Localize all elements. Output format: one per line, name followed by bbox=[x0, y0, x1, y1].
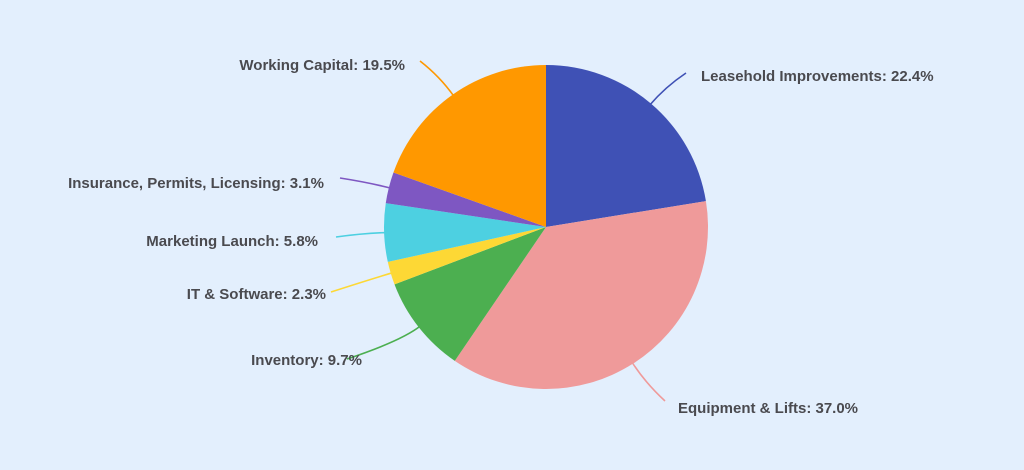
leader-line bbox=[419, 60, 455, 97]
pie-slice-insurance-permits-licensing[interactable] bbox=[385, 172, 546, 227]
label-leasehold-improvements: Leasehold Improvements: 22.4% bbox=[701, 68, 934, 85]
label-it-software: IT & Software: 2.3% bbox=[187, 286, 326, 303]
label-equipment-lifts: Equipment & Lifts: 37.0% bbox=[678, 400, 858, 417]
label-inventory: Inventory: 9.7% bbox=[251, 352, 362, 369]
label-insurance-permits-licensing: Insurance, Permits, Licensing: 3.1% bbox=[68, 175, 324, 192]
pie-slices bbox=[384, 65, 708, 389]
leader-line bbox=[330, 271, 393, 293]
leader-line bbox=[335, 231, 387, 238]
pie-slice-leasehold-improvements[interactable] bbox=[546, 65, 706, 227]
pie-slice-it-software[interactable] bbox=[387, 227, 546, 285]
pie-slice-inventory[interactable] bbox=[394, 227, 546, 361]
label-working-capital: Working Capital: 19.5% bbox=[239, 57, 405, 74]
label-marketing-launch: Marketing Launch: 5.8% bbox=[146, 233, 318, 250]
pie-slice-working-capital[interactable] bbox=[393, 65, 546, 227]
leader-lines bbox=[330, 60, 687, 402]
leader-line bbox=[649, 72, 687, 106]
leader-line bbox=[346, 325, 421, 360]
leader-line bbox=[631, 361, 666, 402]
pie-slice-equipment-lifts[interactable] bbox=[454, 201, 708, 389]
leader-line bbox=[339, 177, 391, 189]
slice-labels: Leasehold Improvements: 22.4% Equipment … bbox=[68, 57, 934, 417]
pie-slice-marketing-launch[interactable] bbox=[384, 203, 546, 262]
